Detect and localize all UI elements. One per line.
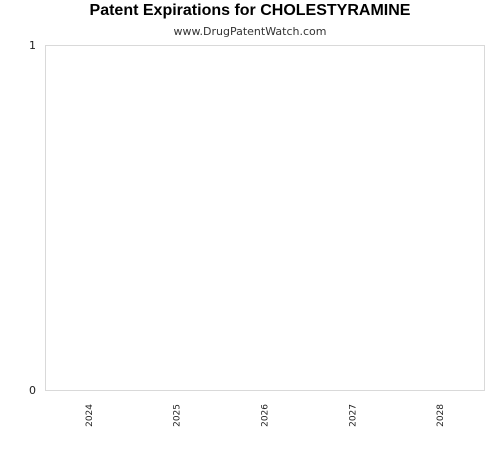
y-tick-label: 0	[29, 384, 36, 397]
x-tick-label: 2026	[261, 404, 271, 427]
x-tick-label: 2027	[348, 404, 358, 427]
x-tick-label: 2025	[173, 404, 183, 427]
y-axis: 01	[29, 39, 36, 397]
chart-subtitle: www.DrugPatentWatch.com	[173, 25, 327, 38]
x-tick-label: 2024	[85, 404, 95, 427]
chart-title: Patent Expirations for CHOLESTYRAMINE	[89, 2, 411, 19]
x-tick-label: 2028	[436, 404, 446, 427]
y-tick-label: 1	[29, 39, 36, 52]
plot-area	[45, 45, 485, 391]
x-axis: 2024 2025 2026 2027 2028	[85, 404, 446, 427]
